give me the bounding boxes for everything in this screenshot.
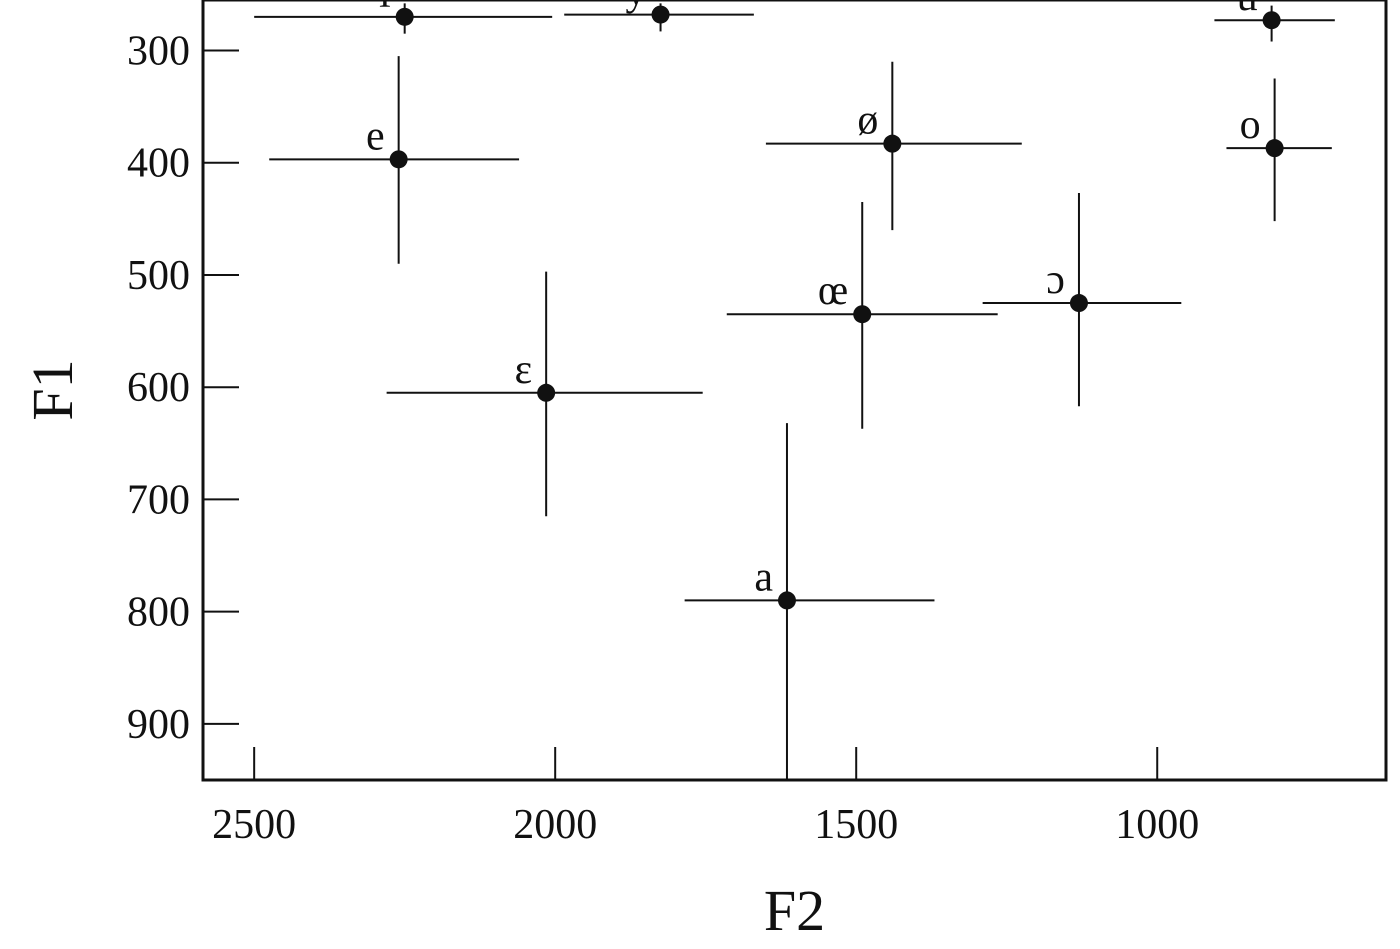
point-label: ɔ <box>1046 257 1065 303</box>
point-label: ɛ <box>515 347 533 393</box>
data-point <box>777 591 796 610</box>
point-label: œ <box>818 268 848 314</box>
point-label: u <box>1237 0 1258 20</box>
data-point <box>395 7 414 26</box>
data-points: i y u e ø o œ ɔ ɛ a <box>254 0 1335 780</box>
plot-frame <box>201 0 1388 782</box>
y-tick-label: 800 <box>127 590 190 636</box>
y-tick-label: 600 <box>127 365 190 411</box>
data-point <box>1262 11 1281 30</box>
data-point <box>853 305 872 324</box>
data-point <box>537 383 556 402</box>
y-axis-title: F1 <box>20 359 85 420</box>
data-point <box>651 5 670 24</box>
point-label: e <box>366 113 385 159</box>
data-point <box>1265 139 1284 158</box>
x-axis-ticks: 2500 2000 1500 1000 <box>212 747 1199 848</box>
x-tick-label: 1500 <box>814 802 898 848</box>
y-tick-label: 700 <box>127 477 190 523</box>
point-label: o <box>1240 102 1261 148</box>
x-axis-title: F2 <box>764 878 825 943</box>
point-label: i <box>379 0 391 17</box>
y-axis-ticks: 300 400 500 600 700 800 900 <box>127 29 239 748</box>
data-point <box>883 134 902 153</box>
data-point <box>1069 294 1088 313</box>
point-label: ø <box>857 98 878 144</box>
x-tick-label: 2000 <box>513 802 597 848</box>
y-tick-label: 900 <box>127 702 190 748</box>
y-tick-label: 500 <box>127 253 190 299</box>
point-label: y <box>626 0 647 15</box>
y-tick-label: 400 <box>127 141 190 187</box>
data-point <box>389 150 408 169</box>
x-tick-label: 2500 <box>212 802 296 848</box>
y-tick-label: 300 <box>127 29 190 75</box>
point-label: a <box>754 554 773 600</box>
x-tick-label: 1000 <box>1115 802 1199 848</box>
